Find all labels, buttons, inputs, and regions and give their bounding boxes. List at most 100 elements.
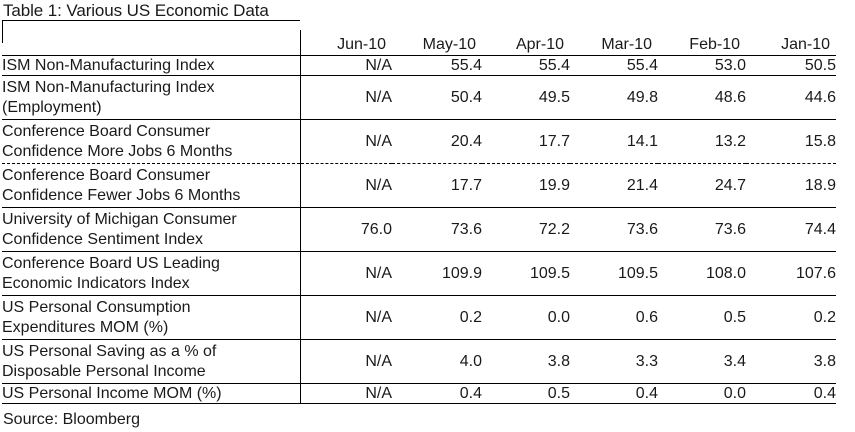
table-cell: 49.5 xyxy=(482,75,570,120)
table-row: US Personal Income MOM (%) N/A 0.4 0.5 0… xyxy=(2,383,836,404)
row-label-line: Conference Board Consumer xyxy=(2,166,211,184)
row-label-line: Expenditures MOM (%) xyxy=(2,318,169,336)
table-cell: N/A xyxy=(300,383,392,404)
table-cell: 0.0 xyxy=(482,295,570,340)
row-label-line: Confidence More Jobs 6 Months xyxy=(2,142,233,160)
table-cell: 4.0 xyxy=(392,339,482,384)
table-cell: 109.5 xyxy=(482,251,570,296)
table-cell: 53.0 xyxy=(658,55,746,76)
table-cell: 0.0 xyxy=(658,383,746,404)
table-cell: 3.4 xyxy=(658,339,746,384)
row-label-line: Disposable Personal Income xyxy=(2,362,206,380)
row-label-line: Confidence Sentiment Index xyxy=(2,230,204,248)
table-cell: 19.9 xyxy=(482,163,570,208)
row-label-line: Economic Indicators Index xyxy=(2,274,190,292)
table-cell: 72.2 xyxy=(482,207,570,252)
table-cell: 50.4 xyxy=(392,75,482,120)
table-cell: 17.7 xyxy=(482,119,570,164)
table-cell: 44.6 xyxy=(746,75,836,120)
table-cell: 0.2 xyxy=(746,295,836,340)
table-cell: 55.4 xyxy=(482,55,570,76)
table-cell: 20.4 xyxy=(392,119,482,164)
row-label: Conference Board US Leading Economic Indi… xyxy=(2,251,301,296)
table-cell: 0.2 xyxy=(392,295,482,340)
table-cell: N/A xyxy=(300,75,392,120)
table-cell: 3.8 xyxy=(482,339,570,384)
table-cell: 14.1 xyxy=(570,119,658,164)
column-header: Mar-10 xyxy=(570,30,658,56)
row-label-line: University of Michigan Consumer xyxy=(2,210,237,228)
table-cell: 109.9 xyxy=(392,251,482,296)
row-label: Conference Board Consumer Confidence Fewe… xyxy=(2,163,301,208)
row-label: US Personal Saving as a % of Disposable P… xyxy=(2,339,301,384)
row-label-line: US Personal Consumption xyxy=(2,298,191,316)
table-cell: 50.5 xyxy=(746,55,836,76)
row-label: ISM Non-Manufacturing Index (Employment) xyxy=(2,75,301,120)
table-cell: 3.8 xyxy=(746,339,836,384)
row-label-line: US Personal Saving as a % of xyxy=(2,342,217,360)
table-cell: 74.4 xyxy=(746,207,836,252)
column-header: Jan-10 xyxy=(746,30,836,56)
table-cell: 108.0 xyxy=(658,251,746,296)
table-cell: 18.9 xyxy=(746,163,836,208)
table-cell: 109.5 xyxy=(570,251,658,296)
table-cell: 0.5 xyxy=(482,383,570,404)
table-cell: 73.6 xyxy=(658,207,746,252)
table-cell: 13.2 xyxy=(658,119,746,164)
table-row: US Personal Consumption Expenditures MOM … xyxy=(2,295,836,340)
table-cell: N/A xyxy=(300,295,392,340)
table-cell: 76.0 xyxy=(300,207,392,252)
row-label-line: (Employment) xyxy=(2,98,102,116)
row-label: US Personal Income MOM (%) xyxy=(2,383,301,404)
source-note: Source: Bloomberg xyxy=(3,411,140,428)
table-cell: 24.7 xyxy=(658,163,746,208)
economic-data-table: Jun-10 May-10 Apr-10 Mar-10 Feb-10 Jan-1… xyxy=(2,30,836,404)
table-title: Table 1: Various US Economic Data xyxy=(3,1,269,20)
row-label-line: ISM Non-Manufacturing Index xyxy=(2,78,215,96)
table-row: Conference Board US Leading Economic Indi… xyxy=(2,251,836,296)
table-cell: 49.8 xyxy=(570,75,658,120)
table-cell: 55.4 xyxy=(392,55,482,76)
title-underline xyxy=(2,20,300,21)
table-cell: N/A xyxy=(300,251,392,296)
table-row: Conference Board Consumer Confidence Fewe… xyxy=(2,163,836,208)
table-cell: 0.4 xyxy=(392,383,482,404)
table-cell: 73.6 xyxy=(570,207,658,252)
column-header: Apr-10 xyxy=(482,30,570,56)
column-header: Feb-10 xyxy=(658,30,746,56)
table-row: University of Michigan Consumer Confidenc… xyxy=(2,207,836,252)
table-cell: 73.6 xyxy=(392,207,482,252)
table-cell: N/A xyxy=(300,55,392,76)
table-row: ISM Non-Manufacturing Index N/A 55.4 55.… xyxy=(2,55,836,76)
row-label: University of Michigan Consumer Confidenc… xyxy=(2,207,301,252)
table-cell: 48.6 xyxy=(658,75,746,120)
table-cell: 55.4 xyxy=(570,55,658,76)
column-header: May-10 xyxy=(392,30,482,56)
row-label-line: Conference Board US Leading xyxy=(2,254,220,272)
row-label: Conference Board Consumer Confidence More… xyxy=(2,119,301,164)
table-row: Conference Board Consumer Confidence More… xyxy=(2,119,836,164)
table-cell: N/A xyxy=(300,339,392,384)
header-row: Jun-10 May-10 Apr-10 Mar-10 Feb-10 Jan-1… xyxy=(2,30,836,56)
table-cell: N/A xyxy=(300,119,392,164)
table-row: US Personal Saving as a % of Disposable P… xyxy=(2,339,836,384)
table-cell: 15.8 xyxy=(746,119,836,164)
column-header: Jun-10 xyxy=(300,30,392,56)
table-cell: 107.6 xyxy=(746,251,836,296)
table-cell: 17.7 xyxy=(392,163,482,208)
row-label-line: Confidence Fewer Jobs 6 Months xyxy=(2,186,241,204)
table-cell: 0.5 xyxy=(658,295,746,340)
table-row: ISM Non-Manufacturing Index (Employment) … xyxy=(2,75,836,120)
table-cell: 0.4 xyxy=(570,383,658,404)
table-cell: 21.4 xyxy=(570,163,658,208)
table-cell: 0.6 xyxy=(570,295,658,340)
table-cell: N/A xyxy=(300,163,392,208)
row-label: ISM Non-Manufacturing Index xyxy=(2,55,301,76)
row-label-line: ISM Non-Manufacturing Index xyxy=(2,56,215,74)
row-label: US Personal Consumption Expenditures MOM … xyxy=(2,295,301,340)
row-label-line: US Personal Income MOM (%) xyxy=(2,384,222,402)
header-blank-cell xyxy=(2,30,301,56)
table-cell: 3.3 xyxy=(570,339,658,384)
table-cell: 0.4 xyxy=(746,383,836,404)
row-label-line: Conference Board Consumer xyxy=(2,122,211,140)
